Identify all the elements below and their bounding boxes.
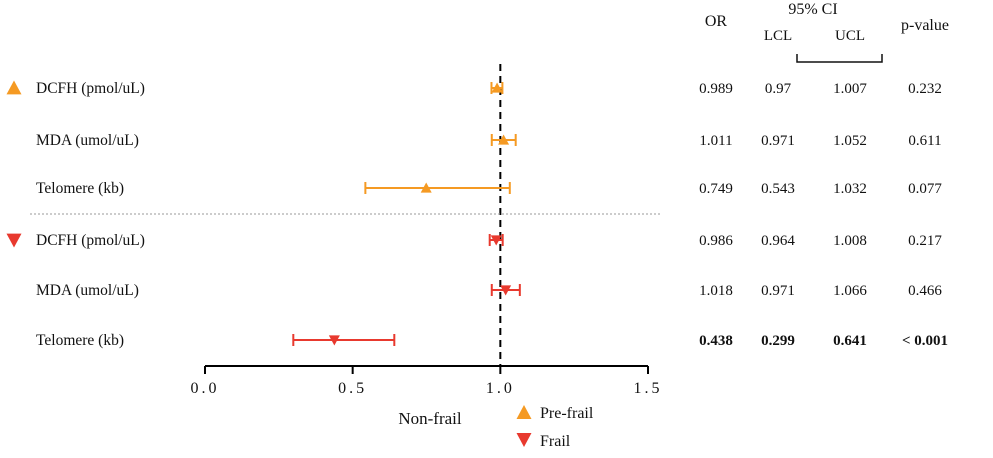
group-up-triangle-icon (6, 80, 22, 95)
ucl-value: 1.052 (833, 133, 867, 149)
p-value: 0.217 (908, 233, 942, 249)
lcl-value: 0.971 (761, 283, 795, 299)
header-95ci: 95% CI (788, 1, 837, 18)
header-ucl: UCL (835, 28, 865, 44)
or-value: 0.438 (699, 333, 733, 349)
lcl-value: 0.299 (761, 333, 795, 349)
header-lcl: LCL (764, 28, 792, 44)
p-value: 0.466 (908, 283, 942, 299)
or-marker-triangle-up (498, 134, 510, 145)
row-label: MDA (umol/uL) (36, 132, 139, 149)
row-label: MDA (umol/uL) (36, 282, 139, 299)
x-tick-label: 0.5 (338, 380, 367, 397)
or-value: 0.989 (699, 81, 733, 97)
x-tick-label: 1.5 (634, 380, 663, 397)
or-marker-triangle-down (328, 335, 340, 346)
or-marker-triangle-down (490, 235, 502, 246)
ucl-value: 1.032 (833, 181, 867, 197)
lcl-value: 0.964 (761, 233, 795, 249)
legend-prefrail-label: Pre-frail (540, 405, 594, 422)
ucl-value: 0.641 (833, 333, 867, 349)
plot-area: 0.0 0.5 1.0 1.5 DCFH (pmol/uL) 0.989 0.97 1.007… (6, 64, 948, 397)
x-axis-title: Non-frail (398, 409, 462, 428)
row-label: Telomere (kb) (36, 332, 124, 349)
p-value: 0.232 (908, 81, 942, 97)
x-tick-label: 0.0 (191, 380, 220, 397)
legend-prefrail-triangle-up-icon (516, 405, 532, 419)
row-label: Telomere (kb) (36, 180, 124, 197)
ucl-value: 1.007 (833, 81, 867, 97)
lcl-value: 0.543 (761, 181, 795, 197)
row-label: DCFH (pmol/uL) (36, 80, 145, 97)
lcl-value: 0.971 (761, 133, 795, 149)
or-marker-triangle-up (420, 182, 432, 193)
ci-bracket (796, 54, 883, 63)
or-marker-triangle-up (491, 82, 503, 93)
x-tick-label: 1.0 (486, 380, 515, 397)
ucl-value: 1.008 (833, 233, 867, 249)
header-p-value: p-value (901, 17, 949, 34)
legend-frail-label: Frail (540, 433, 571, 450)
or-value: 1.011 (699, 133, 732, 149)
p-value: < 0.001 (902, 333, 948, 349)
p-value: 0.077 (908, 181, 942, 197)
or-marker-triangle-down (500, 285, 512, 296)
ucl-value: 1.066 (833, 283, 867, 299)
header-or: OR (705, 13, 728, 30)
or-value: 1.018 (699, 283, 733, 299)
p-value: 0.611 (908, 133, 941, 149)
or-value: 0.986 (699, 233, 733, 249)
legend-frail-triangle-down-icon (516, 433, 532, 447)
or-value: 0.749 (699, 181, 733, 197)
group-down-triangle-icon (6, 233, 22, 248)
row-label: DCFH (pmol/uL) (36, 232, 145, 249)
lcl-value: 0.97 (765, 81, 792, 97)
